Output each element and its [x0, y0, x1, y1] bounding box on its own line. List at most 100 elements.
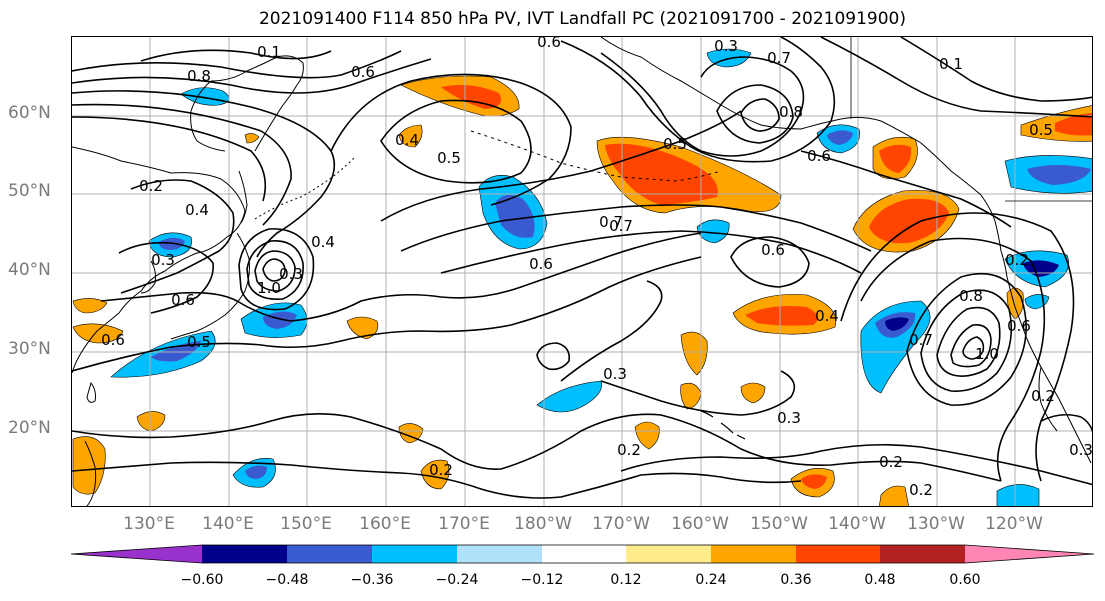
neg-anomaly-california-deep [885, 317, 909, 331]
coastline-baja [1038, 366, 1058, 432]
map-panel: 0.6 0.3 0.7 0.1 0.8 0.5 0.4 0.6 0.5 0.6 … [71, 36, 1093, 507]
pos-anomaly-gulf-alaska-west-core [879, 144, 912, 173]
contour-label: 0.6 [351, 63, 375, 81]
coastline-kurils [254, 156, 356, 220]
pos-anomaly-160e-32n [346, 316, 379, 340]
pos-anomaly-135e-20n [136, 411, 166, 432]
contour-line [140, 49, 332, 62]
contour-label: 0.4 [185, 201, 209, 219]
contour-label: 0.5 [663, 135, 687, 153]
coastline-korea [140, 260, 156, 294]
neg-anomaly-160w-25n [536, 380, 602, 413]
pos-anomaly-philippines [72, 436, 106, 495]
contour-label: 0.7 [609, 217, 633, 235]
contour-closed [962, 336, 985, 360]
lon-label-120w: 120°W [985, 514, 1043, 534]
map-canvas: 0.6 0.3 0.7 0.1 0.8 0.5 0.4 0.6 0.5 0.6 … [72, 37, 1092, 506]
pos-anomaly-aleutian-core [605, 143, 718, 205]
coastline-asia [72, 146, 246, 374]
contour-label: 0.7 [767, 49, 791, 67]
contour-line [440, 230, 862, 274]
contour-label: 0.3 [777, 409, 801, 427]
pos-anomaly-ne-pacific-core [869, 198, 949, 244]
pos-anomaly-okhotsk-core [441, 85, 502, 109]
pos-anomaly-150w-15n-core [801, 474, 827, 489]
contour-label: 0.5 [437, 149, 461, 167]
contour-line [600, 370, 796, 416]
pos-anomaly-160w-20n [634, 421, 660, 450]
contour-label: 0.3 [151, 251, 175, 269]
contour-line [72, 58, 432, 94]
contour-line [100, 232, 702, 322]
lon-label-170w: 170°W [592, 514, 650, 534]
contour-closed [254, 250, 296, 292]
colorbar-segment [287, 545, 372, 563]
contour-line [860, 237, 1046, 482]
contour-closed [906, 273, 1027, 406]
colorbar-tick-label: −0.12 [520, 572, 564, 588]
contour-label: 0.5 [187, 333, 211, 351]
contour-line [620, 443, 1092, 486]
colorbar-tick-label: 0.24 [695, 572, 727, 588]
neg-anomaly-japan-east-core [263, 311, 297, 329]
contour-label: 0.6 [537, 37, 561, 51]
colorbar-segment [880, 545, 965, 563]
contour-line [400, 204, 872, 252]
pos-anomaly-145e-62n [244, 133, 260, 144]
lon-label-150w: 150°W [750, 514, 808, 534]
colorbar-tick-label: −0.60 [180, 572, 224, 588]
coastline-aleutians [470, 130, 722, 182]
lon-label-180w: 180°W [514, 514, 572, 534]
contour-line [118, 241, 214, 314]
lat-label-50n: 50°N [8, 181, 51, 201]
contour-closed [380, 99, 532, 184]
lat-label-60n: 60°N [8, 103, 51, 123]
contour-line [72, 116, 267, 202]
neg-anomaly-147w-32n [1024, 294, 1050, 310]
contour-label: 1.0 [975, 345, 999, 363]
contour-line [560, 280, 663, 382]
contour-label: 0.4 [815, 307, 839, 325]
lon-label-130w: 130°W [907, 514, 965, 534]
contour-label: 0.2 [1031, 387, 1055, 405]
pos-anomaly-china-coast [72, 298, 108, 314]
contour-line [72, 256, 702, 372]
coastline-okhotsk [190, 80, 226, 152]
colorbar-outline [71, 544, 1095, 564]
contour-label: 0.3 [279, 265, 303, 283]
neg-anomaly-east-asia-55n [180, 87, 230, 106]
contour-line [72, 50, 402, 79]
lon-label-130e: 130°E [123, 514, 175, 534]
neg-anomaly-bc-coast-core [1027, 165, 1091, 185]
contour-line [72, 103, 292, 226]
neg-anomaly-165w-40n [696, 219, 730, 244]
coastline-philippines [84, 440, 97, 506]
contour-line [72, 461, 802, 499]
colorbar-segment [457, 545, 542, 563]
contour-label: 0.6 [529, 255, 553, 273]
colorbar-tick-label: 0.48 [864, 572, 896, 588]
colorbar-segment [202, 545, 287, 563]
pos-anomaly-140w-12n [879, 485, 909, 506]
contour-closed [730, 236, 810, 288]
lat-label-30n: 30°N [8, 339, 51, 359]
contour-line [820, 37, 1092, 118]
contour-label: 0.2 [617, 441, 641, 459]
contour-label: 0.6 [761, 241, 785, 259]
contour-label: 0.4 [311, 233, 335, 251]
contour-closed [246, 240, 304, 301]
contour-closed [936, 306, 1001, 377]
pos-anomaly-165e-15n [420, 459, 450, 490]
contour-line [900, 37, 1092, 102]
colorbar-extend-min [71, 545, 202, 563]
contour-label: 0.6 [101, 331, 125, 349]
pv-anomaly-shading [72, 48, 1092, 506]
contour-label: 0.8 [779, 103, 803, 121]
contour-label: 0.2 [879, 453, 903, 471]
contour-line [600, 52, 805, 157]
pos-anomaly-155w-25n [740, 382, 766, 404]
neg-anomaly-south-japan-core [151, 341, 201, 362]
lat-lon-gridlines [72, 37, 1092, 506]
contour-label: 0.6 [807, 147, 831, 165]
lon-label-150e: 150°E [280, 514, 332, 534]
